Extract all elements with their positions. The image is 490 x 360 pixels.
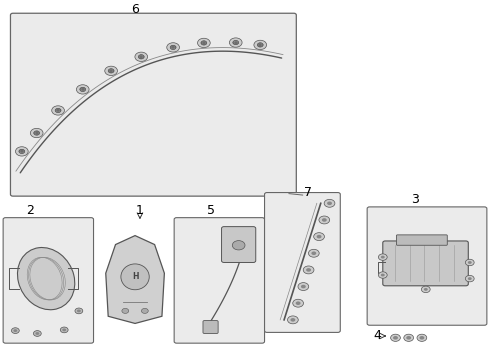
Text: 2: 2 [26,204,34,217]
Circle shape [391,334,400,341]
Circle shape [301,285,306,288]
Circle shape [322,218,327,222]
Text: 7: 7 [303,186,312,199]
Circle shape [298,283,309,291]
Circle shape [314,233,324,240]
Circle shape [30,129,43,138]
Circle shape [421,286,430,293]
Circle shape [35,332,39,335]
Circle shape [254,40,267,50]
Circle shape [138,55,144,59]
Circle shape [34,131,40,135]
Circle shape [167,43,179,52]
Circle shape [468,277,472,280]
Circle shape [201,41,207,45]
Circle shape [308,249,319,257]
Circle shape [135,52,147,62]
Text: 4: 4 [373,329,381,342]
Circle shape [468,261,472,264]
Circle shape [257,43,263,47]
Circle shape [60,327,68,333]
FancyBboxPatch shape [367,207,487,325]
Circle shape [62,328,66,331]
Circle shape [417,334,427,341]
Circle shape [52,106,64,115]
Circle shape [317,235,321,238]
Circle shape [393,336,398,339]
Circle shape [378,272,387,278]
Circle shape [55,108,61,113]
Circle shape [319,216,330,224]
Circle shape [295,301,300,305]
Circle shape [327,202,332,205]
Circle shape [76,85,89,94]
Circle shape [381,274,385,276]
Circle shape [291,318,295,321]
Circle shape [381,256,385,258]
Circle shape [466,259,474,266]
FancyBboxPatch shape [221,226,256,262]
Circle shape [324,199,335,207]
Circle shape [311,252,316,255]
FancyBboxPatch shape [396,235,447,245]
Circle shape [75,308,83,314]
Circle shape [108,69,114,73]
Text: 6: 6 [131,3,139,16]
FancyBboxPatch shape [203,320,218,333]
Circle shape [293,299,303,307]
Ellipse shape [121,264,149,290]
FancyBboxPatch shape [10,13,296,196]
Circle shape [170,45,176,50]
Circle shape [232,240,245,250]
FancyBboxPatch shape [383,241,468,286]
Circle shape [466,275,474,282]
Circle shape [378,254,387,260]
Text: 1: 1 [136,204,144,217]
Circle shape [33,330,41,336]
Circle shape [80,87,86,91]
Text: H: H [132,272,138,281]
FancyBboxPatch shape [265,193,340,332]
Circle shape [77,310,81,312]
Circle shape [233,40,239,45]
Circle shape [419,336,424,339]
Circle shape [306,268,311,272]
Circle shape [16,147,28,156]
FancyBboxPatch shape [174,218,265,343]
Circle shape [13,329,17,332]
Ellipse shape [18,248,75,310]
Circle shape [404,334,414,341]
Circle shape [122,309,129,314]
Circle shape [105,66,118,76]
Circle shape [142,309,148,314]
Circle shape [11,328,19,333]
Text: 5: 5 [207,204,215,217]
Circle shape [197,38,210,48]
Circle shape [424,288,428,291]
Circle shape [229,38,242,47]
Circle shape [19,149,25,154]
Text: 3: 3 [411,193,418,206]
Circle shape [406,336,411,339]
Polygon shape [106,235,164,323]
Circle shape [303,266,314,274]
FancyBboxPatch shape [3,218,94,343]
Circle shape [288,316,298,324]
